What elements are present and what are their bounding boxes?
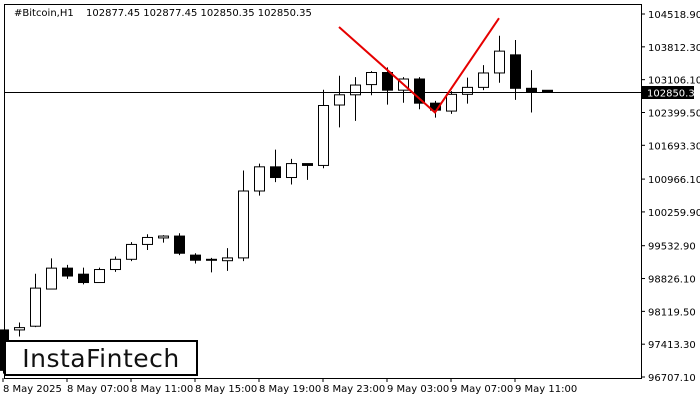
candle-body-bullish [318,104,329,166]
candle [462,77,473,104]
candle [286,158,297,185]
candles [0,35,553,374]
y-tick-label: 104518.90 [648,10,700,21]
candle [510,39,521,100]
x-tick-label: 8 May 2025 [3,384,62,395]
candle-body-bearish [62,267,73,277]
x-tick-label: 8 May 23:00 [323,384,385,395]
candle-body-bullish [126,243,137,260]
candle-body-bearish [174,235,185,254]
candle-body-bullish [158,235,169,239]
candle [110,256,121,272]
y-tick-label: 103106.10 [648,76,700,87]
candle [206,257,217,273]
y-tick-label: 96707.10 [648,373,696,384]
candle [30,273,41,328]
ohlc-readout: 102877.45 102877.45 102850.35 102850.35 [86,8,312,19]
x-tick-label: 9 May 07:00 [451,384,513,395]
candle-body-bullish [238,190,249,259]
y-tick-label: 100259.90 [648,208,700,219]
y-tick-label: 97413.30 [648,340,696,351]
candle [334,75,345,128]
current-price-tag: 102850.35 [642,86,700,100]
candle-body-bullish [14,327,25,331]
candle [542,89,553,93]
candle [318,89,329,169]
candle-body-bullish [446,93,457,112]
candle-body-bullish [254,166,265,192]
y-tick-label: 98119.50 [648,307,696,318]
candle [494,35,505,83]
y-tick-label: 100966.10 [648,175,700,186]
candle [14,322,25,337]
candle-body-bearish [270,166,281,179]
candle-body-bullish [494,50,505,74]
candle [350,77,361,121]
candle [94,267,105,284]
candle [382,67,393,105]
candle [142,234,153,251]
x-axis: 8 May 2025 8 May 07:00 8 May 11:00 8 May 15… [2,378,577,395]
x-tick-label: 8 May 15:00 [195,384,257,395]
candle-body-bullish [222,257,233,262]
y-tick-label: 98826.10 [648,275,696,286]
x-tick-label: 8 May 07:00 [67,384,129,395]
candle-body-bearish [382,72,393,91]
candle [158,235,169,243]
candle [414,77,425,110]
candle [446,91,457,114]
current-price-tag-label: 102850.35 [647,89,700,100]
candle-body-bullish [366,72,377,86]
candle-body-bullish [350,84,361,96]
candle-body-bullish [110,258,121,271]
x-tick-label: 8 May 11:00 [131,384,193,395]
candle [174,233,185,256]
candle-body-bullish [142,236,153,245]
x-tick-label: 8 May 19:00 [259,384,321,395]
candle [126,242,137,262]
candle-body-bullish [462,86,473,95]
candle-body-bullish [30,287,41,327]
double-top-pattern-line [338,17,500,114]
y-tick-label: 101693.30 [648,141,700,152]
candle-body-bearish [510,54,521,89]
candle-body-bullish [46,267,57,290]
candle [222,248,233,271]
candle-body-bullish [286,163,297,179]
candle [62,264,73,279]
candle [238,170,249,262]
candle [190,253,201,264]
candle [526,70,537,113]
candle [366,71,377,96]
candle-body-bullish [334,94,345,106]
candle [478,65,489,91]
candle-body-bullish [94,269,105,284]
symbol-label: #Bitcoin,H1 [14,8,74,19]
candle-body-bullish [206,258,217,261]
candle-body-bearish [542,89,553,93]
x-tick-label: 9 May 11:00 [515,384,577,395]
candle [302,163,313,180]
plot-frame [4,4,642,379]
candle [254,163,265,196]
candle [270,149,281,183]
y-tick-label: 99532.90 [648,242,696,253]
y-tick-label: 102399.50 [648,108,700,119]
candle-body-bearish [78,273,89,284]
candle-body-bearish [414,78,425,104]
y-tick-label: 103812.30 [648,43,700,54]
x-tick-label: 9 May 03:00 [387,384,449,395]
candle [78,267,89,285]
candle-body-bullish [478,72,489,88]
candle [46,258,57,290]
candle-body-bearish [526,87,537,93]
current-price-tag-bg [642,86,694,99]
candle-body-bearish [302,163,313,166]
y-axis: 104518.90 103812.30 103106.10 102399.50 1016… [641,10,700,384]
candle-body-bearish [190,254,201,261]
instafintech-logo: InstaFintech [4,340,198,376]
